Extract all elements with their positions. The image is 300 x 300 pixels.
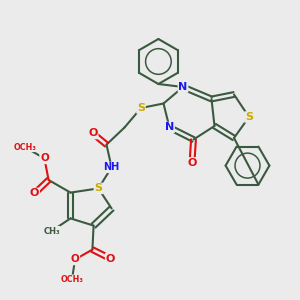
Text: S: S — [137, 103, 145, 113]
Text: S: S — [245, 112, 253, 122]
Text: N: N — [165, 122, 174, 133]
Text: N: N — [178, 82, 188, 92]
Text: O: O — [106, 254, 115, 264]
Text: O: O — [70, 254, 80, 265]
Text: O: O — [187, 158, 197, 168]
Text: O: O — [88, 128, 98, 139]
Text: OCH₃: OCH₃ — [61, 275, 83, 284]
Text: S: S — [94, 183, 102, 194]
Text: NH: NH — [103, 162, 120, 172]
Text: O: O — [30, 188, 39, 199]
Text: CH₃: CH₃ — [43, 226, 60, 236]
Text: OCH₃: OCH₃ — [13, 142, 36, 152]
Text: O: O — [40, 153, 49, 164]
